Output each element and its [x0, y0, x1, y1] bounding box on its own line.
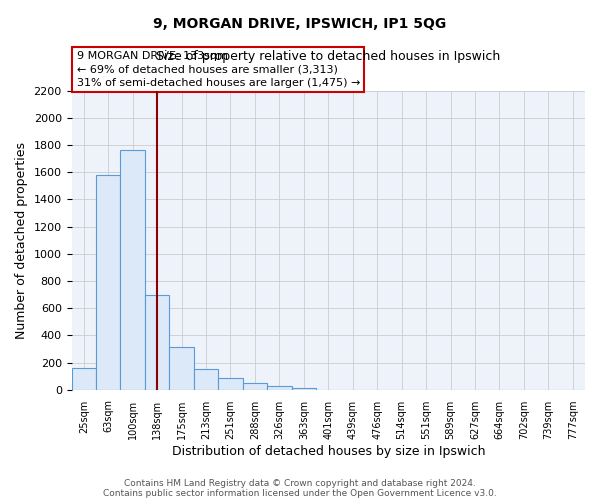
Bar — [145, 294, 169, 390]
Bar — [121, 150, 145, 390]
Text: Contains public sector information licensed under the Open Government Licence v3: Contains public sector information licen… — [103, 488, 497, 498]
Bar — [292, 388, 316, 390]
Text: Contains HM Land Registry data © Crown copyright and database right 2024.: Contains HM Land Registry data © Crown c… — [124, 478, 476, 488]
Bar — [71, 368, 96, 390]
X-axis label: Distribution of detached houses by size in Ipswich: Distribution of detached houses by size … — [172, 444, 485, 458]
Bar — [169, 347, 194, 390]
Bar — [218, 378, 242, 390]
Bar — [267, 386, 292, 390]
Bar — [96, 175, 121, 390]
Text: 9 MORGAN DRIVE: 133sqm
← 69% of detached houses are smaller (3,313)
31% of semi-: 9 MORGAN DRIVE: 133sqm ← 69% of detached… — [77, 51, 360, 88]
Title: Size of property relative to detached houses in Ipswich: Size of property relative to detached ho… — [156, 50, 500, 63]
Y-axis label: Number of detached properties: Number of detached properties — [15, 142, 28, 338]
Bar — [242, 383, 267, 390]
Text: 9, MORGAN DRIVE, IPSWICH, IP1 5QG: 9, MORGAN DRIVE, IPSWICH, IP1 5QG — [154, 18, 446, 32]
Bar — [194, 368, 218, 390]
